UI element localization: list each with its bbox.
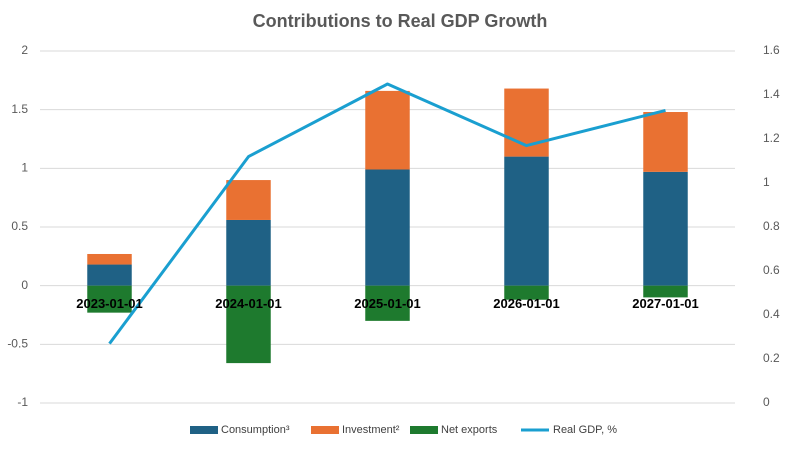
- y2-tick-label: 0.2: [763, 351, 780, 365]
- y2-tick-label: 1.4: [763, 87, 780, 101]
- bar: [87, 264, 132, 286]
- bar: [87, 285, 132, 313]
- x-tick-label: 2027-01-01: [632, 296, 699, 311]
- bar: [504, 285, 549, 300]
- bar: [643, 285, 688, 298]
- bar: [226, 219, 271, 286]
- y2-tick-label: 0.4: [763, 307, 780, 321]
- bar: [365, 285, 410, 321]
- bar: [643, 112, 688, 172]
- y2-tick-label: 1.6: [763, 43, 780, 57]
- y-tick-label: 2: [21, 43, 28, 57]
- legend-swatch: [190, 426, 218, 434]
- bar: [87, 253, 132, 265]
- chart-title: Contributions to Real GDP Growth: [253, 11, 548, 31]
- legend-swatch: [311, 426, 339, 434]
- y2-tick-label: 0.8: [763, 219, 780, 233]
- bar: [226, 285, 271, 364]
- x-tick-label: 2023-01-01: [76, 296, 143, 311]
- x-tick-label: 2024-01-01: [215, 296, 282, 311]
- legend-label: Net exports: [441, 424, 498, 436]
- legend-swatch: [410, 426, 438, 434]
- y-tick-label: 1.5: [11, 102, 28, 116]
- bar: [504, 156, 549, 286]
- y2-tick-label: 0: [763, 395, 770, 409]
- y-tick-label: -0.5: [7, 337, 28, 351]
- y2-tick-label: 0.6: [763, 263, 780, 277]
- legend-label: Real GDP, %: [553, 424, 617, 436]
- x-tick-label: 2025-01-01: [354, 296, 421, 311]
- bar: [365, 90, 410, 170]
- y-tick-label: -1: [17, 395, 28, 409]
- bar: [643, 171, 688, 286]
- y-tick-label: 0.5: [11, 219, 28, 233]
- bar: [365, 169, 410, 286]
- legend-label: Consumption³: [221, 424, 290, 436]
- x-tick-label: 2026-01-01: [493, 296, 560, 311]
- legend-label: Investment²: [342, 424, 400, 436]
- y-tick-label: 0: [21, 278, 28, 292]
- y2-tick-label: 1: [763, 175, 770, 189]
- y-tick-label: 1: [21, 161, 28, 175]
- bar: [226, 180, 271, 220]
- line: [108, 82, 666, 345]
- y2-tick-label: 1.2: [763, 131, 780, 145]
